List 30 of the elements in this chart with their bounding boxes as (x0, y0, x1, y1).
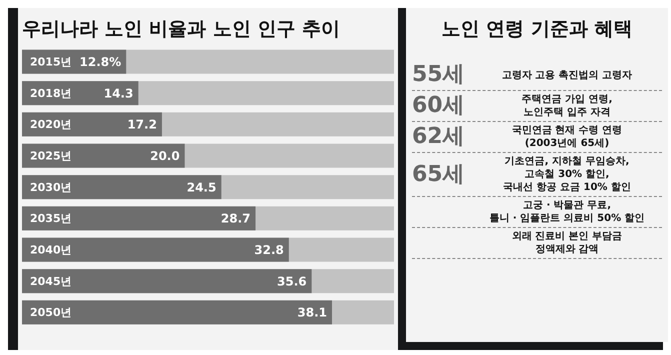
y-tick-label: 2018년 (30, 86, 72, 100)
text: 고령자 고용 촉진법의 고령자 (500, 68, 634, 82)
data-label: 32.8 (254, 242, 284, 257)
y-tick-label: 2040년 (30, 244, 72, 257)
data-label: 12.8% (80, 54, 122, 69)
text: 기초연금, 지하철 무임승차, 고속철 30% 할인, 국내선 항공 요금 10% 할인 (502, 155, 632, 194)
y-tick-label: 2035년 (30, 212, 72, 226)
category-label: 60세 (412, 93, 466, 119)
chart-title: 우리나라 노인 비율과 노인 인구 추이 (21, 17, 342, 42)
text: 국민연금 현재 수령 연령 (2003년에 65세) (510, 124, 624, 150)
data-label: 24.5 (186, 180, 216, 194)
text: 고궁 · 박물관 무료, 틀니 · 임플란트 의료비 50% 할인 (488, 199, 646, 225)
text: 주택연금 가입 연령, 노인주택 입주 자격 (520, 93, 614, 119)
category-label: 55세 (412, 62, 466, 88)
y-tick-label: 2030년 (30, 180, 72, 194)
data-label: 17.2 (127, 118, 157, 132)
data-label: 38.1 (297, 306, 327, 320)
data-label: 35.6 (277, 274, 307, 288)
text: 외래 진료비 본인 부담금 정액제와 감액 (510, 230, 624, 256)
y-tick-label: 2025년 (30, 150, 72, 163)
text: 노인 연령 기준과 혜택 (406, 8, 668, 58)
y-tick-label: 2020년 (30, 118, 72, 132)
category-label: 65세 (412, 162, 466, 188)
y-tick-label: 2045년 (30, 274, 72, 288)
data-label: 14.3 (104, 86, 134, 100)
data-label: 20.0 (150, 148, 180, 163)
data-label: 28.7 (220, 212, 251, 226)
y-tick-label: 2015년 (30, 56, 72, 69)
category-label: 62세 (412, 124, 466, 150)
y-tick-label: 2050년 (30, 306, 72, 320)
